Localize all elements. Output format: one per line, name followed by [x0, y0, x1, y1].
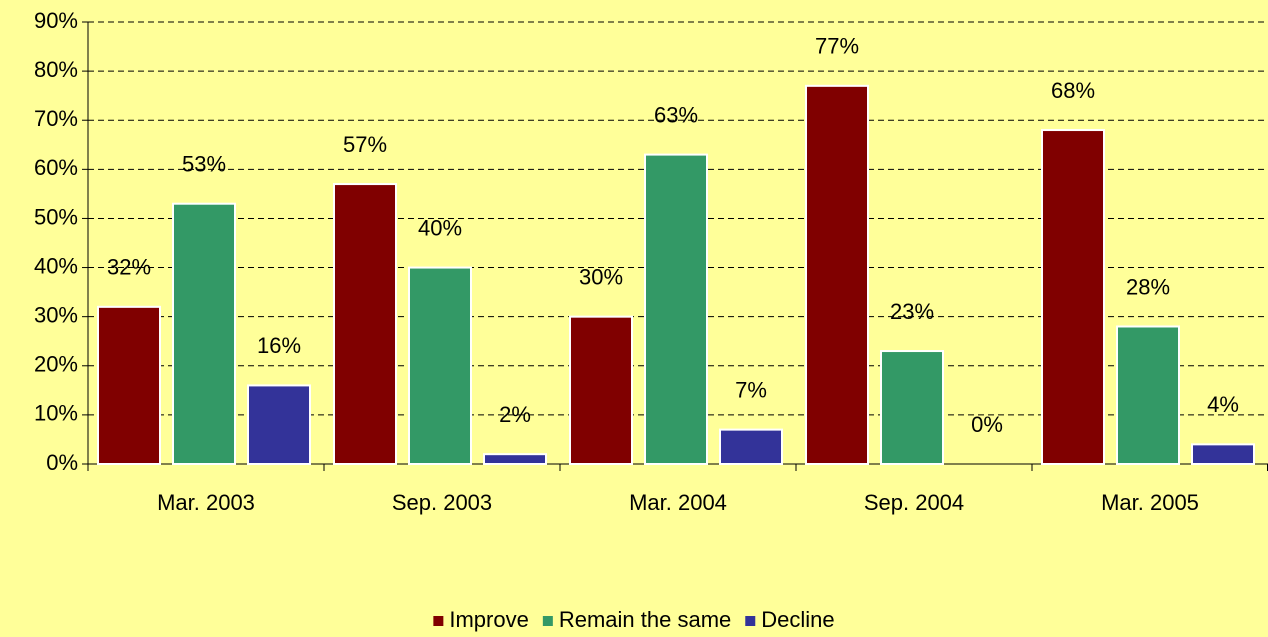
data-label: 4% [1207, 392, 1239, 417]
bar [1041, 129, 1105, 466]
bar [805, 84, 869, 465]
y-tick-label: 50% [34, 204, 78, 229]
bar [644, 153, 708, 465]
data-label: 28% [1126, 274, 1170, 299]
data-label: 57% [343, 132, 387, 157]
bar [483, 453, 547, 465]
legend-label: Remain the same [559, 607, 731, 632]
y-tick-label: 60% [34, 155, 78, 180]
x-tick-label: Mar. 2005 [1101, 490, 1199, 515]
data-label: 7% [735, 377, 767, 402]
bar [172, 202, 236, 465]
bar [247, 384, 311, 465]
y-tick-label: 70% [34, 106, 78, 131]
data-label: 53% [182, 152, 226, 177]
y-tick-label: 20% [34, 352, 78, 377]
data-label: 32% [107, 255, 151, 280]
x-tick-label: Sep. 2003 [392, 490, 492, 515]
data-label: 63% [654, 102, 698, 127]
legend-label: Decline [761, 607, 834, 632]
data-label: 16% [257, 333, 301, 358]
data-label: 68% [1051, 78, 1095, 103]
y-tick-label: 90% [34, 8, 78, 33]
bar [569, 315, 633, 465]
bar [1116, 325, 1180, 465]
data-label: 77% [815, 34, 859, 59]
legend-swatch [542, 616, 553, 626]
data-label: 30% [579, 264, 623, 289]
bar [333, 183, 397, 465]
data-label: 40% [418, 215, 462, 240]
legend-swatch [433, 616, 444, 626]
bar [719, 428, 783, 465]
y-tick-label: 40% [34, 253, 78, 278]
y-tick-label: 0% [46, 450, 78, 475]
bar [408, 266, 472, 465]
x-tick-label: Mar. 2004 [629, 490, 727, 515]
bar [1191, 443, 1255, 466]
data-label: 2% [499, 402, 531, 427]
y-tick-label: 30% [34, 302, 78, 327]
x-tick-label: Mar. 2003 [157, 490, 255, 515]
data-label: 0% [971, 412, 1003, 437]
legend-label: Improve [449, 607, 528, 632]
y-tick-label: 10% [34, 401, 78, 426]
y-tick-label: 80% [34, 57, 78, 82]
data-label: 23% [890, 299, 934, 324]
bar [880, 350, 944, 465]
bar [97, 305, 161, 465]
legend-swatch [745, 616, 756, 626]
x-tick-label: Sep. 2004 [864, 490, 964, 515]
